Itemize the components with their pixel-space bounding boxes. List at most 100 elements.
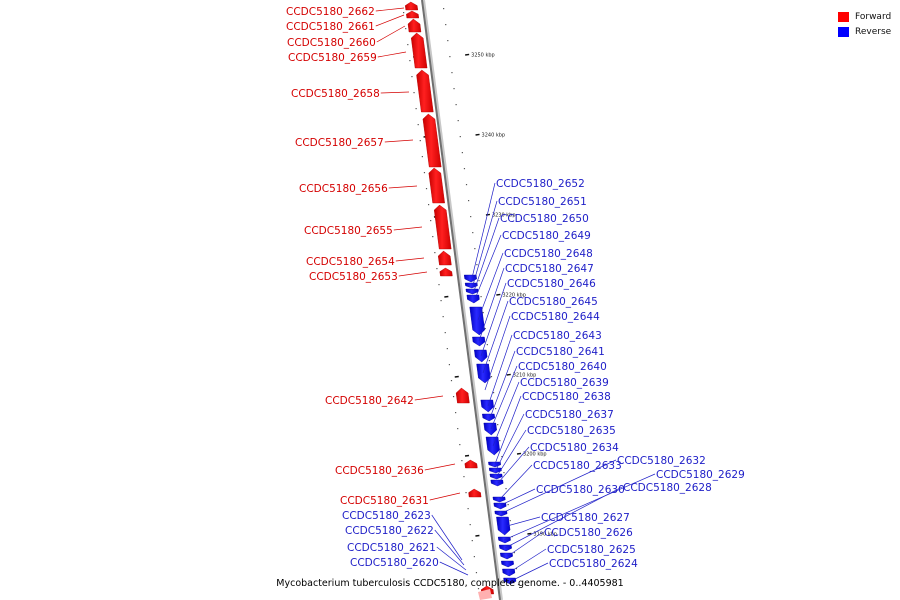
gene-label[interactable]: CCDC5180_2627 [541,512,630,524]
gene-label[interactable]: CCDC5180_2662 [286,6,375,18]
genome-backbone [421,0,503,600]
gene-label[interactable]: CCDC5180_2623 [342,510,431,522]
gene-label[interactable]: CCDC5180_2649 [502,230,591,242]
gene-label[interactable]: CCDC5180_2637 [525,409,614,421]
gene-label[interactable]: CCDC5180_2644 [511,311,600,323]
forward-gene-CCDC5180_2655[interactable] [433,204,452,250]
minor-tick-mark [505,488,507,490]
reverse-gene-CCDC5180_2646[interactable] [474,349,488,363]
reverse-gene-CCDC5180_2638[interactable] [488,467,502,474]
gene-label[interactable]: CCDC5180_2655 [304,225,393,237]
legend-forward: Forward [838,9,891,24]
gene-label[interactable]: CCDC5180_2641 [516,346,605,358]
forward-gene-CCDC5180_2657[interactable] [422,113,442,168]
reverse-gene-CCDC5180_2651[interactable] [464,282,478,289]
gene-label[interactable]: CCDC5180_2620 [350,557,439,569]
forward-gene-CCDC5180_2662[interactable] [404,1,419,11]
forward-gene-CCDC5180_2653[interactable] [439,267,453,277]
gene-label[interactable]: CCDC5180_2645 [509,296,598,308]
forward-gene-CCDC5180_2661[interactable] [406,10,420,19]
minor-tick-mark [501,456,503,458]
leader-line [489,350,516,419]
gene-label[interactable]: CCDC5180_2639 [520,377,609,389]
leader-line [393,226,423,231]
gene-label[interactable]: CCDC5180_2653 [309,271,398,283]
gene-label[interactable]: CCDC5180_2657 [295,137,384,149]
gene-label[interactable]: CCDC5180_2658 [291,88,380,100]
gene-label[interactable]: CCDC5180_2624 [549,558,638,570]
reverse-gene-CCDC5180_2624[interactable] [503,577,517,585]
gene-label[interactable]: CCDC5180_2650 [500,213,589,225]
gene-label[interactable]: CCDC5180_2642 [325,395,414,407]
gene-label[interactable]: CCDC5180_2651 [498,196,587,208]
gene-label[interactable]: CCDC5180_2640 [518,361,607,373]
minor-tick-mark [490,376,493,378]
reverse-gene-CCDC5180_2644[interactable] [480,399,494,413]
minor-tick-mark [434,252,436,254]
reverse-gene-CCDC5180_2637[interactable] [489,473,503,480]
reverse-gene-CCDC5180_2635[interactable] [490,479,504,487]
gene-label[interactable]: CCDC5180_2635 [527,425,616,437]
gene-label[interactable]: CCDC5180_2648 [504,248,593,260]
forward-gene-CCDC5180_2654[interactable] [437,250,452,266]
minor-tick-mark [513,552,515,554]
gene-label[interactable]: CCDC5180_2646 [507,278,596,290]
gene-label[interactable]: CCDC5180_2633 [533,460,622,472]
gene-label[interactable]: CCDC5180_2625 [547,544,636,556]
reverse-gene-CCDC5180_2645[interactable] [476,363,491,384]
leader-line [499,464,533,500]
reverse-gene-CCDC5180_2647[interactable] [472,336,486,347]
reverse-gene-CCDC5180_2643[interactable] [482,413,496,422]
gene-label[interactable]: CCDC5180_2647 [505,263,594,275]
reverse-gene-CCDC5180_2641[interactable] [483,422,497,436]
gene-label[interactable]: CCDC5180_2628 [623,482,712,494]
gene-label[interactable]: CCDC5180_2630 [536,484,625,496]
gene-label[interactable]: CCDC5180_2652 [496,178,585,190]
gene-label[interactable]: CCDC5180_2634 [530,442,619,454]
gene-label[interactable]: CCDC5180_2621 [347,542,436,554]
minor-tick-mark [451,72,453,74]
gene-label[interactable]: CCDC5180_2629 [656,469,745,481]
forward-gene-CCDC5180_2631[interactable] [468,488,482,498]
gene-label[interactable]: CCDC5180_2654 [306,256,395,268]
reverse-genes [463,274,517,585]
leader-line [472,200,498,286]
reverse-gene-CCDC5180_2652[interactable] [463,274,477,283]
gene-label[interactable]: CCDC5180_2631 [340,495,429,507]
gene-label[interactable]: CCDC5180_2626 [544,527,633,539]
reverse-gene-CCDC5180_2634[interactable] [492,496,506,503]
minor-tick-mark [503,472,505,474]
minor-tick-mark [472,232,474,234]
forward-gene-CCDC5180_2656[interactable] [428,167,445,204]
reverse-gene-CCDC5180_2626[interactable] [501,560,514,568]
gene-label[interactable]: CCDC5180_2660 [287,37,376,49]
forward-gene-CCDC5180_2659[interactable] [410,32,428,69]
minor-tick-mark [463,168,466,170]
gene-label[interactable]: CCDC5180_2636 [335,465,424,477]
minor-tick-mark [461,152,463,154]
forward-gene-CCDC5180_2660[interactable] [407,18,422,33]
gene-label[interactable]: CCDC5180_2638 [522,391,611,403]
forward-gene-CCDC5180_2642[interactable] [455,387,470,404]
minor-tick-mark [477,588,480,590]
gene-label[interactable]: CCDC5180_2659 [288,52,377,64]
minor-tick-mark [419,140,421,142]
reverse-gene-CCDC5180_2650[interactable] [465,288,479,295]
minor-tick-mark [447,40,449,42]
minor-tick-mark [423,172,426,174]
minor-tick-mark [457,428,459,430]
gene-label[interactable]: CCDC5180_2632 [617,455,706,467]
reverse-gene-CCDC5180_2633[interactable] [493,502,507,510]
minor-tick-mark [495,408,497,410]
reverse-gene-CCDC5180_2649[interactable] [466,294,480,304]
reverse-gene-CCDC5180_2630[interactable] [496,516,511,536]
forward-gene-CCDC5180_2658[interactable] [416,69,434,113]
gene-label[interactable]: CCDC5180_2622 [345,525,434,537]
minor-tick-mark [475,572,478,574]
gene-label[interactable]: CCDC5180_2661 [286,21,375,33]
minor-tick-mark [415,108,417,110]
forward-gene-CCDC5180_2636[interactable] [464,459,478,469]
gene-label[interactable]: CCDC5180_2656 [299,183,388,195]
gene-label[interactable]: CCDC5180_2643 [513,330,602,342]
reverse-gene-CCDC5180_2640[interactable] [485,436,500,456]
